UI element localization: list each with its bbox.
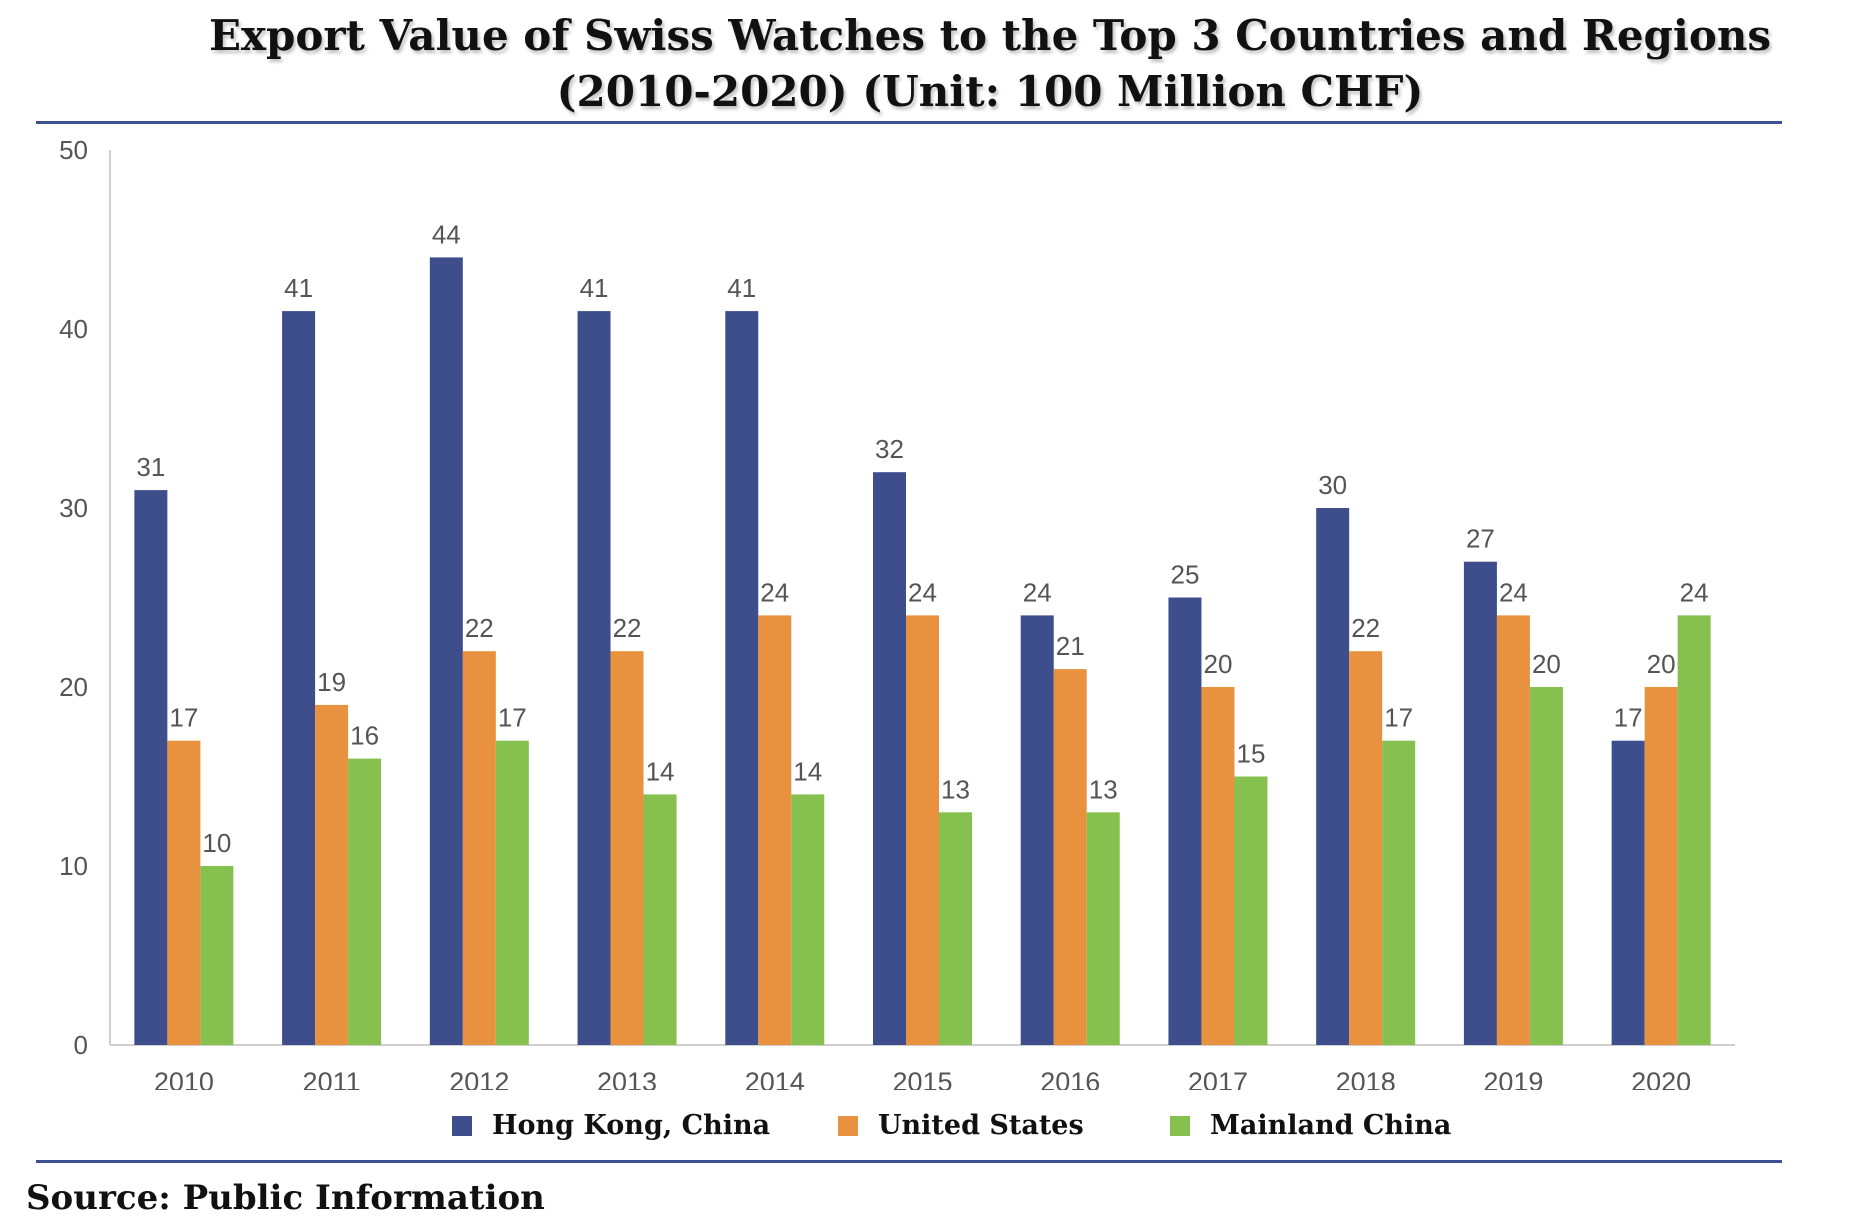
data-label: 21 (1056, 631, 1085, 661)
bar-united-states-2013 (610, 651, 644, 1045)
y-tick-label: 20 (59, 672, 88, 702)
x-tick-label: 2012 (449, 1067, 509, 1090)
bar-hong-kong-china-2020 (1611, 740, 1645, 1045)
bar-hong-kong-china-2018 (1316, 508, 1350, 1045)
bar-united-states-2014 (758, 615, 792, 1045)
y-tick-label: 50 (59, 135, 88, 165)
chart-title-line2: (2010-2020) (Unit: 100 Million CHF) (556, 67, 1424, 116)
bar-hong-kong-china-2012 (429, 257, 463, 1045)
data-label: 24 (1023, 577, 1052, 607)
data-label: 31 (136, 452, 165, 482)
bar-mainland-china-2012 (495, 740, 529, 1045)
bar-mainland-china-2014 (791, 794, 825, 1045)
data-label: 32 (875, 434, 904, 464)
x-tick-label: 2016 (1040, 1067, 1100, 1090)
source-note: Source: Public Information (26, 1178, 545, 1218)
bar-united-states-2015 (906, 615, 939, 1045)
bar-hong-kong-china-2013 (577, 311, 611, 1046)
bar-hong-kong-china-2014 (725, 311, 759, 1046)
data-label: 44 (432, 219, 461, 249)
data-label: 22 (1351, 613, 1380, 643)
bar-mainland-china-2018 (1382, 740, 1416, 1045)
data-label: 20 (1647, 649, 1676, 679)
data-label: 41 (284, 273, 313, 303)
data-label: 30 (1318, 470, 1347, 500)
legend-item-hong-kong: Hong Kong, China (452, 1110, 770, 1141)
bar-mainland-china-2016 (1086, 812, 1120, 1045)
top-divider (36, 121, 1782, 124)
data-label: 14 (646, 756, 675, 786)
x-tick-label: 2011 (303, 1067, 361, 1090)
bar-united-states-2011 (315, 704, 349, 1045)
legend-swatch-mainland-china (1170, 1115, 1190, 1136)
legend-label-mainland-china: Mainland China (1210, 1110, 1452, 1141)
data-label: 17 (498, 703, 527, 733)
bar-chart: 0102030405031171020104119162011442217201… (59, 135, 1735, 1090)
bar-united-states-2019 (1496, 615, 1530, 1045)
data-label: 16 (350, 721, 379, 751)
bar-hong-kong-china-2016 (1020, 615, 1054, 1045)
x-tick-label: 2020 (1631, 1067, 1691, 1090)
bar-united-states-2017 (1201, 687, 1235, 1045)
data-label: 15 (1236, 739, 1265, 769)
x-tick-label: 2013 (597, 1067, 657, 1090)
x-tick-label: 2010 (154, 1067, 214, 1090)
x-tick-label: 2019 (1483, 1067, 1543, 1090)
y-tick-label: 0 (74, 1030, 88, 1060)
bar-hong-kong-china-2010 (134, 490, 168, 1046)
data-label: 10 (202, 828, 231, 858)
x-tick-label: 2018 (1336, 1067, 1396, 1090)
bar-hong-kong-china-2019 (1463, 561, 1497, 1045)
data-label: 22 (465, 613, 494, 643)
legend-swatch-hong-kong (452, 1115, 472, 1136)
bar-united-states-2016 (1053, 669, 1087, 1045)
bar-mainland-china-2011 (348, 758, 382, 1045)
bar-hong-kong-china-2015 (873, 472, 906, 1045)
x-tick-label: 2017 (1188, 1067, 1248, 1090)
bar-hong-kong-china-2017 (1168, 597, 1202, 1045)
bar-mainland-china-2017 (1234, 776, 1268, 1045)
y-tick-label: 30 (59, 493, 88, 523)
data-label: 41 (727, 273, 756, 303)
data-label: 13 (941, 774, 970, 804)
data-label: 24 (908, 577, 937, 607)
data-label: 24 (760, 577, 789, 607)
bar-united-states-2012 (462, 651, 496, 1045)
bar-mainland-china-2013 (643, 794, 677, 1045)
data-label: 14 (793, 756, 822, 786)
bar-united-states-2020 (1644, 687, 1678, 1045)
data-label: 17 (1614, 703, 1643, 733)
x-tick-label: 2015 (892, 1067, 952, 1090)
data-label: 24 (1680, 577, 1709, 607)
bar-mainland-china-2020 (1677, 615, 1711, 1045)
bar-united-states-2010 (167, 740, 201, 1045)
data-label: 22 (613, 613, 642, 643)
bar-mainland-china-2010 (200, 866, 234, 1045)
y-tick-label: 10 (59, 851, 88, 881)
data-label: 24 (1499, 577, 1528, 607)
chart-title-line1: Export Value of Swiss Watches to the Top… (208, 11, 1772, 60)
data-label: 17 (169, 703, 198, 733)
bottom-divider (36, 1160, 1782, 1163)
data-label: 20 (1203, 649, 1232, 679)
data-label: 25 (1170, 560, 1199, 590)
data-label: 27 (1466, 524, 1495, 554)
data-label: 20 (1532, 649, 1561, 679)
legend-item-united-states: United States (838, 1110, 1084, 1141)
data-label: 13 (1089, 774, 1118, 804)
data-label: 17 (1384, 703, 1413, 733)
legend-label-hong-kong: Hong Kong, China (492, 1110, 771, 1141)
legend-swatch-united-states (838, 1115, 858, 1136)
bar-mainland-china-2015 (939, 812, 972, 1045)
legend-item-mainland-china: Mainland China (1170, 1110, 1451, 1141)
legend-label-united-states: United States (878, 1110, 1084, 1141)
bar-mainland-china-2019 (1529, 687, 1563, 1045)
bar-hong-kong-china-2011 (282, 311, 316, 1046)
bar-united-states-2018 (1349, 651, 1383, 1045)
y-tick-label: 40 (59, 314, 88, 344)
legend: Hong Kong, China United States Mainland … (0, 1110, 1852, 1150)
x-tick-label: 2014 (745, 1067, 805, 1090)
data-label: 41 (580, 273, 609, 303)
data-label: 19 (317, 667, 346, 697)
